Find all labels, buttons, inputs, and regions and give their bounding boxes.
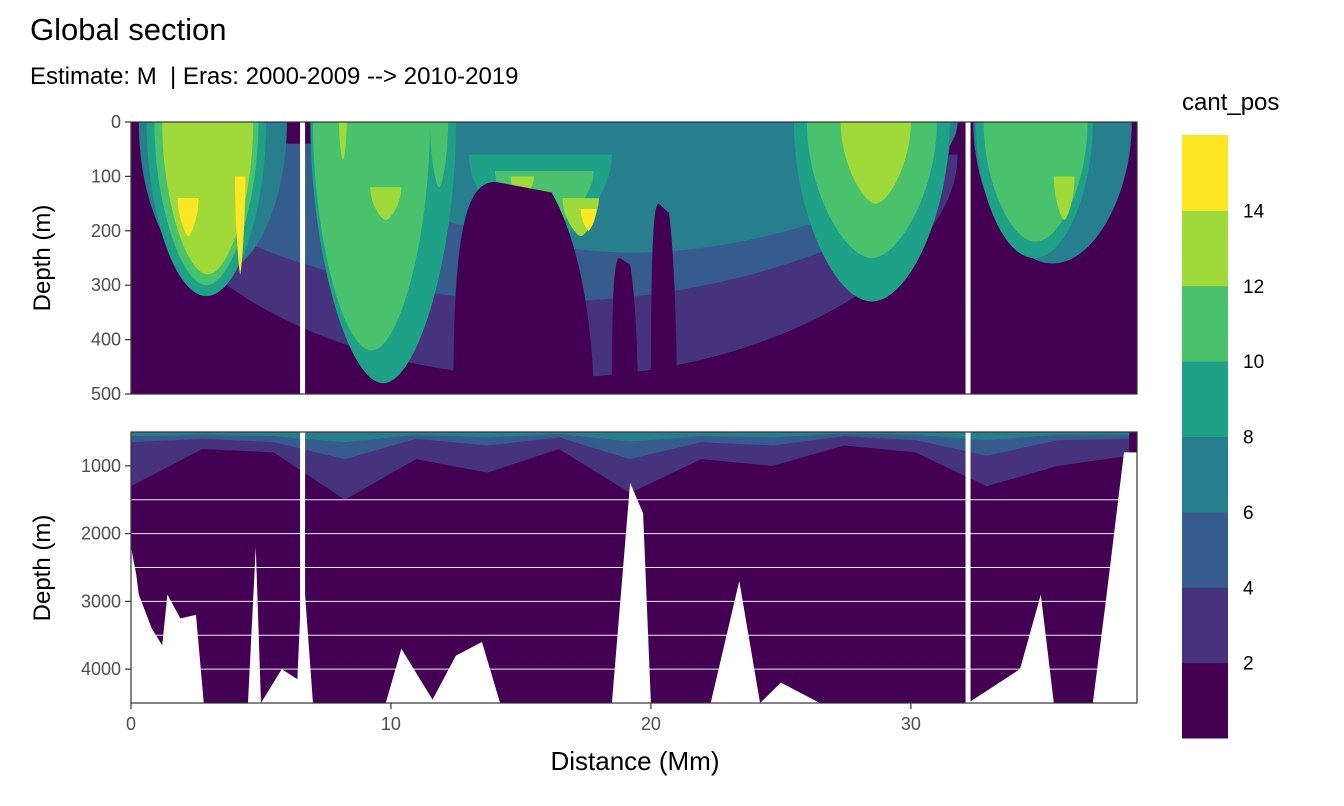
upper-depth-panel (131, 122, 1137, 394)
legend-swatch (1182, 436, 1228, 513)
upper-panel-border (130, 121, 1138, 395)
y-tick-label: 300 (91, 275, 121, 295)
legend-swatch (1182, 587, 1228, 664)
legend-title: cant_pos (1182, 89, 1279, 116)
shallow-band-bin-2 (131, 432, 1130, 460)
legend-swatch (1182, 210, 1228, 287)
x-tick-label: 30 (901, 714, 921, 734)
legend-swatch (1182, 662, 1228, 739)
y-tick-label: 1000 (81, 456, 121, 476)
axes: 0 100 200 300 400 500 1000 2000 3000 4000 0 10 20 30 (81, 112, 1138, 734)
legend-swatch (1182, 361, 1228, 437)
section-gap-line (300, 432, 306, 703)
y-tick-label: 3000 (81, 591, 121, 611)
x-tick-label: 0 (126, 714, 136, 734)
y-tick-label: 200 (91, 221, 121, 241)
contour-band-bin-5 (429, 122, 449, 188)
legend-break-label: 6 (1243, 503, 1254, 524)
color-legend: cant_pos 2 4 6 8 10 12 14 (1182, 89, 1279, 739)
contour-band-bin-6 (162, 122, 254, 275)
shallow-band-bin-3 (131, 432, 1130, 443)
low-value-region (453, 181, 594, 394)
legend-break-label: 2 (1243, 654, 1254, 675)
low-value-region (973, 268, 1015, 394)
x-tick-label: 10 (381, 714, 401, 734)
chart-subtitle: Estimate: M | Eras: 2000-2009 --> 2010-2… (30, 63, 519, 90)
section-gap-line (965, 122, 971, 394)
y-tick-label: 400 (91, 330, 121, 350)
section-gap-line (300, 122, 306, 394)
section-gap-line (965, 432, 971, 703)
chart-title: Global section (30, 12, 226, 47)
legend-swatch (1182, 285, 1228, 362)
contour-band-bin-6 (338, 122, 347, 161)
lower-panel-border (130, 431, 1138, 704)
upper-y-axis-label: Depth (m) (29, 205, 56, 312)
y-tick-label: 500 (91, 384, 121, 404)
lower-depth-panel (131, 432, 1137, 703)
y-tick-label: 100 (91, 166, 121, 186)
legend-break-label: 8 (1243, 428, 1254, 449)
legend-break-label: 4 (1243, 578, 1254, 599)
y-tick-label: 0 (111, 112, 121, 132)
legend-break-label: 10 (1243, 352, 1264, 373)
y-tick-label: 4000 (81, 659, 121, 679)
contour-band-bin-6 (370, 187, 402, 220)
low-value-region (611, 258, 638, 394)
x-tick-label: 20 (641, 714, 661, 734)
contour-band-bin-7 (177, 198, 199, 237)
contour-band-bin-7 (580, 209, 597, 231)
lower-y-axis-label: Depth (m) (29, 515, 56, 622)
y-tick-label: 2000 (81, 524, 121, 544)
x-axis-label: Distance (Mm) (550, 746, 719, 776)
legend-break-label: 14 (1243, 201, 1265, 222)
legend-break-label: 12 (1243, 277, 1264, 298)
low-value-region (1092, 263, 1130, 394)
contour-band-bin-5 (312, 122, 430, 351)
seafloor-mask (131, 452, 1137, 703)
low-value-region (247, 328, 298, 394)
low-value-region (650, 203, 677, 394)
contour-band-bin-6 (840, 122, 911, 204)
legend-swatch (1182, 135, 1228, 211)
contour-band-bin-7 (234, 176, 246, 275)
legend-swatch (1182, 511, 1228, 588)
contour-band-bin-6 (1053, 176, 1075, 220)
